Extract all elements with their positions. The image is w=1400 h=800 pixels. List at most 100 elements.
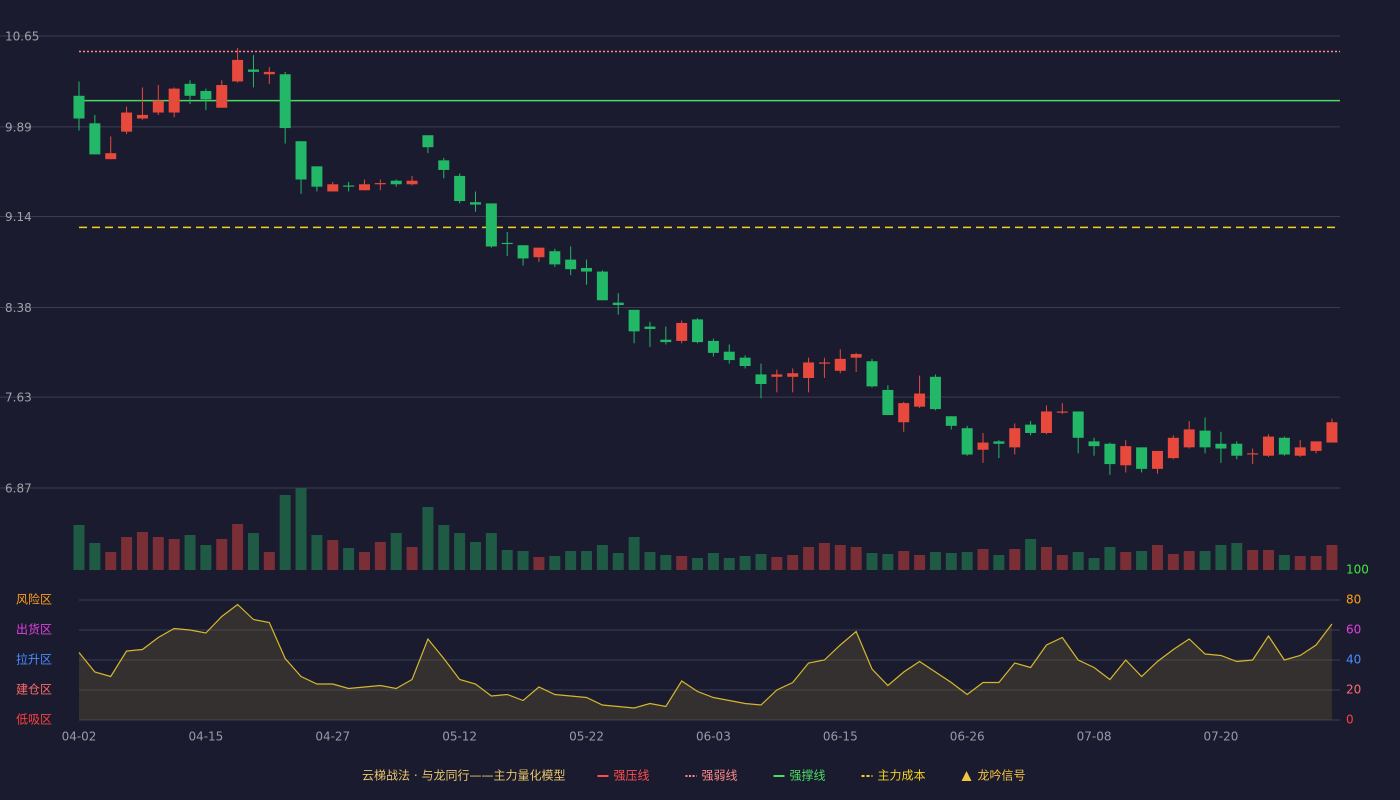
candle-body bbox=[1151, 450, 1163, 469]
volume-bar bbox=[1231, 543, 1243, 570]
y-tick-label: 9.14 bbox=[5, 210, 32, 224]
volume-bar bbox=[152, 537, 164, 570]
volume-bar bbox=[216, 539, 228, 570]
candle-body bbox=[914, 393, 926, 407]
candle-body bbox=[89, 123, 101, 155]
candle-body bbox=[929, 376, 941, 410]
candle-body bbox=[470, 202, 481, 205]
x-tick-label: 06-03 bbox=[696, 730, 731, 744]
legend-label: 龙吟信号 bbox=[978, 768, 1026, 783]
candle-body bbox=[232, 59, 244, 82]
candle-body bbox=[612, 302, 624, 306]
x-tick-label: 04-15 bbox=[188, 730, 223, 744]
volume-bar bbox=[295, 488, 307, 570]
volume-bar bbox=[644, 552, 656, 570]
volume-bar bbox=[1310, 556, 1322, 570]
candle-body bbox=[168, 88, 180, 113]
volume-bar bbox=[1278, 555, 1290, 570]
volume-bar bbox=[977, 549, 989, 570]
volume-bar bbox=[1088, 558, 1100, 570]
candle-body bbox=[1120, 446, 1132, 466]
volume-bar bbox=[1136, 551, 1148, 570]
zone-label: 拉升区 bbox=[16, 652, 52, 667]
volume-bar bbox=[803, 547, 815, 570]
volume-bar bbox=[707, 553, 719, 570]
candle-body bbox=[136, 114, 148, 119]
volume-bar bbox=[485, 533, 497, 570]
volume-bar bbox=[247, 533, 259, 570]
candle-body bbox=[390, 180, 402, 185]
indicator-line bbox=[78, 603, 1333, 709]
volume-bar bbox=[549, 556, 561, 570]
candle-body bbox=[1183, 429, 1195, 448]
zone-label: 低吸区 bbox=[16, 713, 52, 727]
candle-body bbox=[247, 69, 259, 72]
volume-bar bbox=[771, 557, 783, 570]
volume-bar bbox=[406, 547, 418, 570]
candle-body bbox=[184, 83, 196, 96]
volume-bar bbox=[914, 555, 926, 570]
volume-bar bbox=[1025, 539, 1037, 570]
legend-label: 强压线 bbox=[613, 769, 649, 783]
volume-bar bbox=[612, 553, 624, 570]
candle-body bbox=[454, 175, 466, 202]
legend-label: 主力成本 bbox=[878, 769, 926, 783]
candle-body bbox=[533, 247, 545, 258]
candle-body bbox=[1009, 428, 1021, 448]
volume-bar bbox=[1009, 549, 1021, 570]
candle-body bbox=[834, 358, 846, 371]
y-tick-label: 8.38 bbox=[5, 301, 32, 315]
legend-icon bbox=[961, 771, 972, 781]
volume-bar bbox=[200, 545, 212, 570]
volume-bar bbox=[136, 532, 148, 570]
volume-bar bbox=[660, 555, 672, 570]
candle-body bbox=[1294, 447, 1306, 456]
candle-body bbox=[565, 259, 577, 270]
y-tick-label: 10.65 bbox=[5, 30, 39, 44]
volume-bar bbox=[390, 533, 402, 570]
candle-body bbox=[581, 267, 593, 272]
zone-label: 风险区 bbox=[16, 592, 52, 607]
zone-label: 出货区 bbox=[16, 622, 52, 637]
volume-bar bbox=[1104, 547, 1116, 570]
candle-body bbox=[977, 442, 989, 450]
candle-body bbox=[692, 319, 704, 343]
volume-bar bbox=[596, 545, 608, 570]
candle-body bbox=[374, 183, 386, 185]
legend-title: 云梯战法 · 与龙同行——主力量化模型 bbox=[362, 769, 565, 783]
volume-bar bbox=[533, 557, 545, 570]
volume-bar bbox=[1326, 545, 1338, 570]
volume-bar bbox=[787, 555, 799, 570]
candle-body bbox=[406, 180, 418, 185]
candle-body bbox=[771, 374, 783, 377]
legend-label: 强弱线 bbox=[701, 769, 737, 783]
volume-bar bbox=[692, 558, 704, 570]
volume-bar bbox=[311, 535, 323, 570]
volume-bar bbox=[850, 547, 862, 570]
x-tick-label: 04-02 bbox=[62, 730, 97, 744]
volume-bar bbox=[628, 537, 640, 570]
volume-bar bbox=[1040, 547, 1052, 570]
x-tick-label: 04-27 bbox=[315, 730, 350, 744]
x-tick-label: 05-12 bbox=[442, 730, 477, 744]
candle-body bbox=[1136, 447, 1148, 469]
candle-body bbox=[358, 184, 370, 191]
volume-bar bbox=[343, 548, 355, 570]
y2-tick-label: 0 bbox=[1346, 713, 1354, 727]
candle-body bbox=[866, 361, 878, 387]
volume-bar bbox=[1215, 545, 1227, 570]
candle-body bbox=[993, 441, 1005, 444]
candle-body bbox=[628, 309, 640, 332]
volume-bar bbox=[184, 535, 196, 570]
volume-bar bbox=[993, 555, 1005, 570]
candle-body bbox=[422, 135, 434, 148]
legend-label: 强撑线 bbox=[789, 768, 825, 783]
candle-body bbox=[1167, 437, 1179, 459]
candle-body bbox=[121, 112, 133, 132]
volume-bar bbox=[374, 542, 386, 570]
volume-bar bbox=[438, 525, 450, 570]
x-tick-label: 06-15 bbox=[823, 730, 858, 744]
volume-bar bbox=[517, 551, 529, 570]
